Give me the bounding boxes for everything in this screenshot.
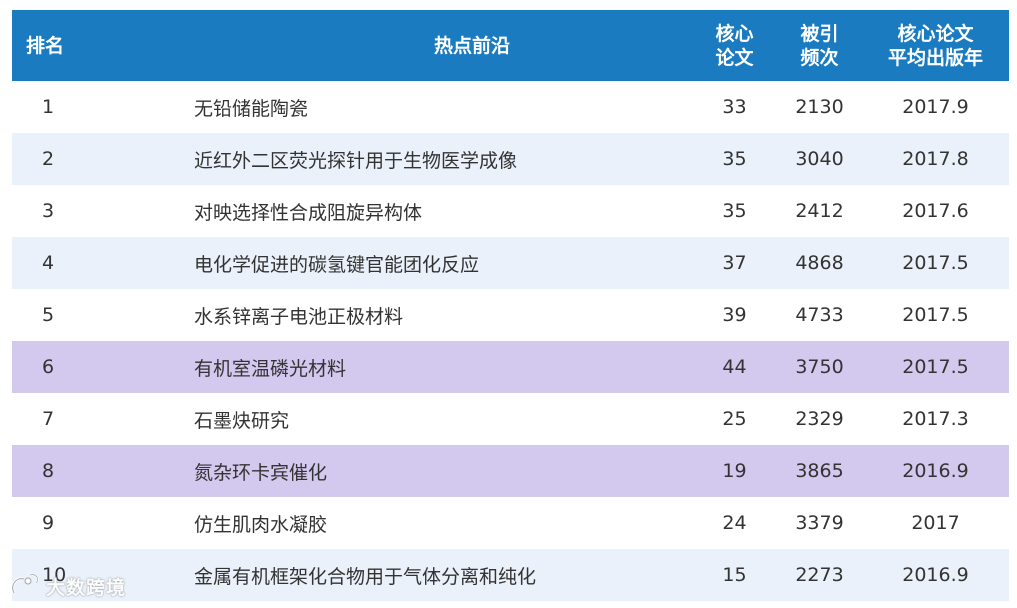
avg-year-cell: 2016.9 [902, 564, 969, 586]
header-cite-line2: 频次 [800, 46, 839, 69]
topic-cell: 无铅储能陶瓷 [194, 97, 309, 120]
avg-year-cell: 2017.5 [902, 304, 969, 326]
avg-year-cell: 2017.5 [902, 252, 969, 274]
rank-cell: 7 [42, 408, 55, 430]
brand-logo-icon [11, 573, 39, 595]
topic-cell: 对映选择性合成阻旋异构体 [194, 201, 423, 224]
citations-cell: 2329 [795, 408, 844, 430]
avg-year-cell: 2017.9 [902, 96, 969, 118]
topic-cell: 氮杂环卡宾催化 [194, 461, 328, 484]
avg-year-cell: 2017.6 [902, 200, 969, 222]
citations-cell: 3750 [795, 356, 844, 378]
topic-cell: 电化学促进的碳氢键官能团化反应 [194, 253, 480, 276]
header-row: 排名 热点前沿 核心 论文 被引 频次 核心论文 平均出版年 [12, 10, 1009, 81]
table-row: 3 对映选择性合成阻旋异构体 35 2412 2017.6 [12, 185, 1009, 237]
table-row: 5 水系锌离子电池正极材料 39 4733 2017.5 [12, 289, 1009, 341]
rank-cell: 9 [42, 512, 55, 534]
header-core-line2: 论文 [715, 46, 754, 69]
core-papers-cell: 33 [722, 96, 747, 118]
citations-cell: 2273 [795, 564, 844, 586]
header-avg-year: 核心论文 平均出版年 [862, 10, 1009, 81]
rank-cell: 8 [42, 460, 55, 482]
citations-cell: 3379 [795, 512, 844, 534]
header-cite-line1: 被引 [800, 22, 839, 45]
topic-cell: 金属有机框架化合物用于气体分离和纯化 [194, 565, 537, 588]
table-row: 9 仿生肌肉水凝胶 24 3379 2017 [12, 497, 1009, 549]
citations-cell: 3040 [795, 148, 844, 170]
table-body: 1 无铅储能陶瓷 33 2130 2017.9 2 近红外二区荧光探针用于生物医学成像 35 3… [12, 81, 1009, 601]
rank-cell: 10 [42, 564, 67, 586]
watermark: 大数跨境 [8, 570, 126, 602]
core-papers-cell: 44 [722, 356, 747, 378]
avg-year-cell: 2017.3 [902, 408, 969, 430]
rank-cell: 4 [42, 252, 55, 274]
rank-cell: 2 [42, 148, 55, 170]
rank-cell: 1 [42, 96, 55, 118]
core-papers-cell: 24 [722, 512, 747, 534]
header-core-line1: 核心 [715, 22, 754, 45]
core-papers-cell: 19 [722, 460, 747, 482]
watermark-text: 大数跨境 [46, 576, 127, 599]
core-papers-cell: 39 [722, 304, 747, 326]
core-papers-cell: 37 [722, 252, 747, 274]
topic-cell: 仿生肌肉水凝胶 [194, 513, 328, 536]
citations-cell: 3865 [795, 460, 844, 482]
core-papers-cell: 25 [722, 408, 747, 430]
table-row: 8 氮杂环卡宾催化 19 3865 2016.9 [12, 445, 1009, 497]
header-topic: 热点前沿 [433, 34, 510, 57]
header-year-line1: 核心论文 [897, 22, 974, 45]
topic-cell: 近红外二区荧光探针用于生物医学成像 [194, 149, 518, 172]
core-papers-cell: 15 [722, 564, 747, 586]
table-row: 10 金属有机框架化合物用于气体分离和纯化 15 2273 2016.9 [12, 549, 1009, 601]
topic-cell: 水系锌离子电池正极材料 [194, 305, 404, 328]
header-core-papers: 核心 论文 [692, 10, 777, 81]
topic-cell: 有机室温磷光材料 [194, 357, 347, 380]
header-year-line2: 平均出版年 [887, 46, 983, 69]
header-citations: 被引 频次 [777, 10, 862, 81]
table-row: 7 石墨炔研究 25 2329 2017.3 [12, 393, 1009, 445]
citations-cell: 4733 [795, 304, 844, 326]
avg-year-cell: 2017.5 [902, 356, 969, 378]
hotspot-table: 排名 热点前沿 核心 论文 被引 频次 核心论文 平均出版年 1 无铅储能陶瓷 33… [12, 10, 1009, 601]
topic-cell: 石墨炔研究 [194, 409, 290, 432]
table-row: 6 有机室温磷光材料 44 3750 2017.5 [12, 341, 1009, 393]
core-papers-cell: 35 [722, 148, 747, 170]
avg-year-cell: 2017.8 [902, 148, 969, 170]
avg-year-cell: 2016.9 [902, 460, 969, 482]
citations-cell: 2412 [795, 200, 844, 222]
core-papers-cell: 35 [722, 200, 747, 222]
citations-cell: 2130 [795, 96, 844, 118]
table-header: 排名 热点前沿 核心 论文 被引 频次 核心论文 平均出版年 [12, 10, 1009, 81]
citations-cell: 4868 [795, 252, 844, 274]
header-rank: 排名 [26, 34, 65, 57]
table-row: 4 电化学促进的碳氢键官能团化反应 37 4868 2017.5 [12, 237, 1009, 289]
table-row: 1 无铅储能陶瓷 33 2130 2017.9 [12, 81, 1009, 133]
rank-cell: 5 [42, 304, 55, 326]
table-row: 2 近红外二区荧光探针用于生物医学成像 35 3040 2017.8 [12, 133, 1009, 185]
avg-year-cell: 2017 [911, 512, 960, 534]
rank-cell: 3 [42, 200, 55, 222]
rank-cell: 6 [42, 356, 55, 378]
